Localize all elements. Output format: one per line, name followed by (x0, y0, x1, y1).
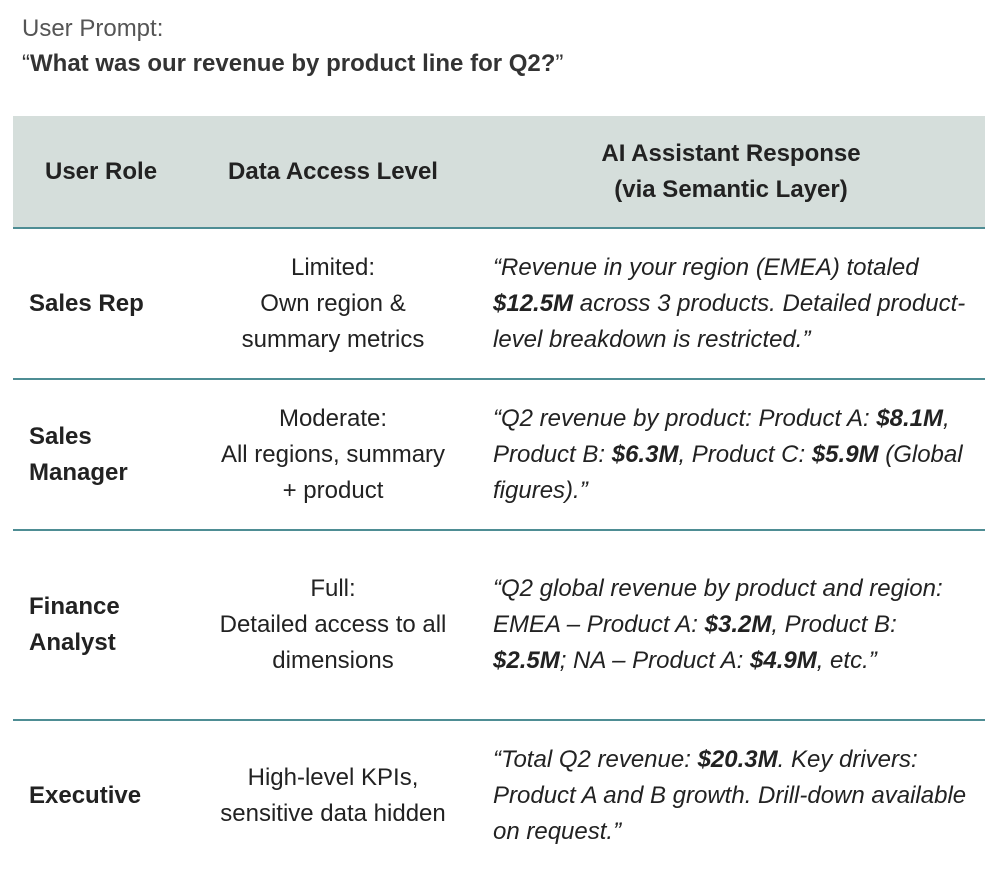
access-comparison-table: User Role Data Access Level AI Assistant… (13, 116, 985, 870)
response-cell: “Q2 revenue by product: Product A: $8.1M… (477, 379, 985, 531)
prompt-question-text: What was our revenue by product line for… (30, 50, 556, 77)
response-cell: “Q2 global revenue by product and region… (477, 530, 985, 721)
access-text: Own region & (260, 289, 406, 317)
table-row: Finance Analyst Full: Detailed access to… (13, 530, 985, 721)
close-quote: ” (555, 50, 564, 77)
role-cell: Sales Rep (13, 228, 189, 380)
response-text: across 3 products. Detailed product-leve… (493, 289, 966, 353)
response-text: (Global figures).” (493, 440, 963, 504)
role-text: Finance (29, 593, 120, 620)
access-cell: Limited: Own region & summary metrics (189, 228, 477, 380)
role-text: Manager (29, 458, 128, 486)
access-cell: Moderate: All regions, summary + product (189, 379, 477, 531)
header-ai-response-line2: (via Semantic Layer) (614, 175, 848, 203)
table-row: Executive High-level KPIs, sensitive dat… (13, 720, 985, 870)
access-text: summary metrics (241, 325, 425, 353)
header-data-access-level: Data Access Level (189, 116, 477, 229)
access-text: Moderate: (278, 404, 388, 432)
access-cell: High-level KPIs, sensitive data hidden (189, 720, 477, 870)
response-figure: $20.3M (697, 745, 778, 773)
access-cell: Full: Detailed access to all dimensions (189, 530, 477, 721)
response-figure: $8.1M (876, 404, 944, 432)
response-cell: “Total Q2 revenue: $20.3M. Key drivers: … (477, 720, 985, 870)
role-text: Sales Rep (29, 289, 144, 317)
response-text: ; NA – Product A: (559, 647, 751, 674)
open-quote: “ (22, 50, 30, 77)
response-text: “Revenue in your region (EMEA) totaled (493, 253, 919, 281)
response-text: , Product C: (678, 440, 812, 468)
header-user-role: User Role (13, 116, 189, 229)
response-figure: $2.5M (493, 647, 560, 674)
role-cell: Finance Analyst (13, 530, 189, 721)
role-cell: Sales Manager (13, 379, 189, 531)
table-row: Sales Manager Moderate: All regions, sum… (13, 379, 985, 531)
response-text: , etc.” (816, 647, 877, 674)
role-text: Executive (29, 781, 142, 809)
role-text: Sales (29, 422, 92, 450)
access-text: sensitive data hidden (220, 799, 446, 827)
response-text: “Q2 global revenue by product and region… (493, 575, 943, 638)
response-figure: $3.2M (704, 611, 772, 638)
role-cell: Executive (13, 720, 189, 870)
response-figure: $12.5M (493, 289, 574, 317)
access-text: Full: (310, 575, 356, 602)
table-row: Sales Rep Limited: Own region & summary … (13, 228, 985, 380)
access-text: Limited: (290, 253, 376, 281)
response-text: , Product B: (771, 611, 897, 638)
header-ai-response-line1: AI Assistant Response (601, 139, 861, 167)
access-text: + product (282, 476, 384, 504)
access-text: High-level KPIs, (247, 763, 419, 791)
access-text: All regions, summary (220, 440, 446, 468)
prompt-question: “What was our revenue by product line fo… (22, 50, 563, 78)
response-text: , Product B: (493, 404, 950, 468)
response-text: “Total Q2 revenue: (493, 745, 698, 773)
response-figure: $5.9M (811, 440, 879, 468)
prompt-label: User Prompt: (22, 15, 164, 42)
response-figure: $4.9M (750, 647, 817, 674)
access-text: Detailed access to all (219, 611, 447, 638)
response-text: “Q2 revenue by product: Product A: (493, 404, 877, 432)
access-text: dimensions (272, 647, 394, 674)
response-text: . Key drivers: Product A and B growth. D… (493, 745, 967, 845)
table-header-row: User Role Data Access Level AI Assistant… (13, 116, 985, 229)
response-figure: $6.3M (611, 440, 679, 468)
role-text: Analyst (29, 629, 116, 656)
response-cell: “Revenue in your region (EMEA) totaled $… (477, 228, 985, 380)
header-ai-response: AI Assistant Response (via Semantic Laye… (477, 116, 985, 229)
